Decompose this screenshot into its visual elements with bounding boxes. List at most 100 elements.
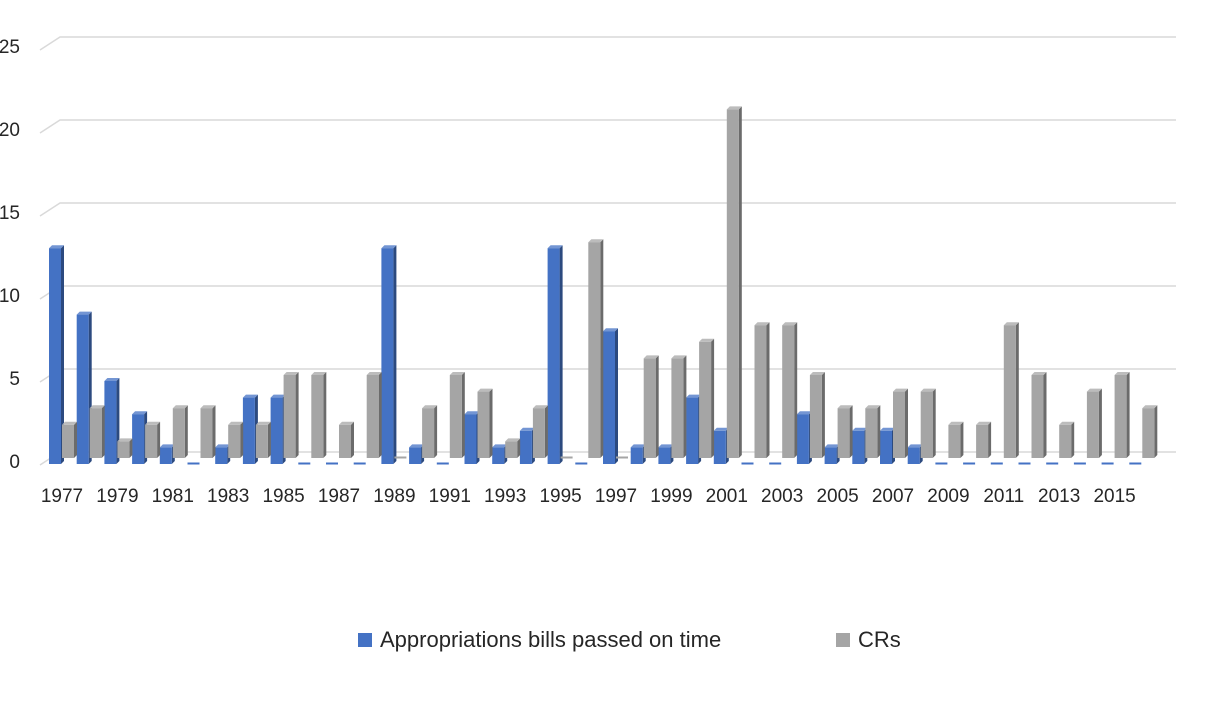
- x-tick-label-1981: 1981: [152, 486, 194, 507]
- bar-crs-1986: [311, 372, 327, 458]
- x-tick-label-1985: 1985: [262, 486, 304, 507]
- bar-crs-1978: [89, 405, 105, 458]
- bar-on-time-1978: [76, 311, 92, 464]
- x-tick-label-2009: 2009: [927, 486, 969, 507]
- legend: Appropriations bills passed on time CRs: [358, 627, 901, 652]
- x-tick-label-1989: 1989: [373, 486, 415, 507]
- gridline-15: [39, 202, 1176, 217]
- bar-on-time-1979: [104, 378, 120, 464]
- bar-crs-2009: [948, 421, 964, 458]
- y-tick-label-15: 15: [0, 203, 20, 224]
- bar-on-time-2012: [1018, 462, 1031, 465]
- bar-crs-2005: [837, 405, 853, 458]
- y-tick-label-10: 10: [0, 286, 20, 307]
- y-tick-label-5: 5: [9, 369, 20, 390]
- bar-crs-2010: [976, 421, 992, 458]
- bar-on-time-1994: [519, 427, 535, 464]
- x-tick-label-2013: 2013: [1038, 486, 1080, 507]
- y-tick-label-25: 25: [0, 37, 20, 58]
- legend-swatch-on-time: [358, 633, 372, 647]
- bar-crs-2000: [699, 338, 715, 458]
- bar-on-time-2000: [686, 394, 702, 464]
- bar-on-time-2003: [769, 462, 782, 465]
- legend-label-on-time: Appropriations bills passed on time: [380, 627, 721, 652]
- bar-on-time-2013: [1046, 462, 1059, 465]
- x-tick-label-1979: 1979: [96, 486, 138, 507]
- x-tick-label-1993: 1993: [484, 486, 526, 507]
- bar-crs-1987: [339, 421, 354, 458]
- bar-crs-2008: [920, 388, 936, 458]
- bar-on-time-1992: [464, 411, 480, 464]
- bar-on-time-1990: [409, 444, 425, 464]
- bar-crs-2001: [726, 106, 742, 459]
- bar-crs-1988: [366, 372, 382, 458]
- bars: [49, 106, 1158, 465]
- x-tick-label-2011: 2011: [983, 486, 1024, 507]
- bar-on-time-2004: [796, 411, 812, 464]
- bar-on-time-1988: [353, 462, 366, 465]
- bar-crs-2015: [1114, 372, 1130, 458]
- bar-on-time-1996: [575, 462, 588, 465]
- bar-on-time-1989: [381, 245, 397, 464]
- bar-on-time-1981: [159, 444, 175, 464]
- bar-on-time-1983: [215, 444, 231, 464]
- bar-on-time-2008: [907, 444, 923, 464]
- bar-on-time-1997: [603, 328, 618, 464]
- x-tick-label-2005: 2005: [816, 486, 858, 507]
- bar-on-time-1986: [298, 462, 311, 465]
- bar-on-time-1977: [49, 245, 64, 464]
- bar-crs-2004: [809, 372, 825, 458]
- bar-crs-2011: [1003, 322, 1019, 458]
- bar-crs-2002: [754, 322, 770, 458]
- bar-crs-1991: [449, 372, 465, 458]
- bar-crs-1992: [477, 388, 493, 458]
- y-tick-label-0: 0: [9, 452, 20, 473]
- x-tick-label-1983: 1983: [207, 486, 249, 507]
- bar-crs-2016: [1142, 405, 1158, 458]
- bar-crs-1997: [616, 456, 628, 459]
- bar-crs-1982: [200, 405, 216, 458]
- bar-crs-2003: [782, 322, 798, 458]
- bar-crs-1977: [62, 421, 77, 458]
- bar-crs-1993: [505, 438, 521, 458]
- bar-crs-1999: [671, 355, 687, 458]
- bar-on-time-1993: [492, 444, 508, 464]
- bar-on-time-1985: [270, 394, 286, 464]
- x-tick-label-1995: 1995: [539, 486, 581, 507]
- legend-label-crs: CRs: [858, 627, 901, 652]
- bar-on-time-2007: [880, 427, 895, 464]
- bar-crs-2013: [1059, 421, 1075, 458]
- bar-crs-2012: [1031, 372, 1047, 458]
- bar-on-time-1982: [187, 462, 200, 465]
- bar-on-time-2015: [1101, 462, 1114, 465]
- x-tick-label-1991: 1991: [429, 486, 471, 507]
- x-tick-label-1997: 1997: [595, 486, 637, 507]
- bar-on-time-2011: [990, 462, 1003, 465]
- bar-on-time-2002: [741, 462, 754, 465]
- gridline-20: [39, 119, 1176, 134]
- bar-crs-1995: [560, 456, 573, 459]
- bar-crs-2007: [893, 388, 908, 458]
- bar-crs-1983: [228, 421, 244, 458]
- y-tick-label-20: 20: [0, 120, 20, 141]
- bar-crs-1990: [422, 405, 438, 458]
- bar-on-time-2006: [852, 427, 868, 464]
- gridline-25: [39, 36, 1176, 51]
- bar-on-time-1999: [658, 444, 674, 464]
- bar-crs-1989: [394, 456, 407, 459]
- gridline-10: [39, 285, 1176, 300]
- bar-crs-1980: [145, 421, 161, 458]
- bar-crs-1996: [588, 239, 604, 458]
- bar-on-time-1995: [547, 245, 563, 464]
- x-tick-label-1987: 1987: [318, 486, 360, 507]
- x-tick-label-2001: 2001: [706, 486, 748, 507]
- bar-on-time-1991: [436, 462, 449, 465]
- bar-crs-2014: [1086, 388, 1102, 458]
- x-tick-label-2003: 2003: [761, 486, 803, 507]
- x-tick-label-1999: 1999: [650, 486, 692, 507]
- bar-on-time-2009: [935, 462, 948, 465]
- bar-on-time-1984: [242, 394, 258, 464]
- bar-on-time-2005: [824, 444, 840, 464]
